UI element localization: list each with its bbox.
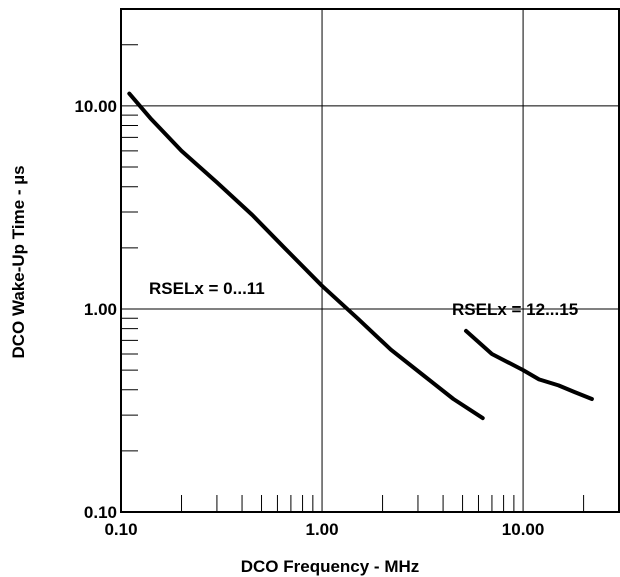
x-tick-label: 10.00	[502, 520, 545, 539]
series-line-rsel-0-11	[127, 91, 485, 421]
series-layer	[127, 91, 594, 421]
x-tick-label: 1.00	[305, 520, 338, 539]
y-tick-label: 0.10	[84, 503, 117, 522]
y-axis-label: DCO Wake-Up Time - µs	[9, 165, 28, 358]
y-tick-label: 10.00	[74, 97, 117, 116]
x-axis-label: DCO Frequency - MHz	[241, 557, 420, 576]
minor-ticks	[121, 44, 585, 512]
annotation-rsel-high: RSELx = 12...15	[452, 300, 578, 319]
x-tick-label: 0.10	[104, 520, 137, 539]
series-line-rsel-12-15	[464, 328, 594, 401]
annotation-rsel-low: RSELx = 0...11	[149, 279, 265, 298]
y-tick-label: 1.00	[84, 300, 117, 319]
tick-labels: 0.10 1.00 10.00 0.10 1.00 10.00	[74, 97, 544, 539]
grid-lines	[121, 9, 619, 512]
plot-frame	[120, 8, 620, 513]
